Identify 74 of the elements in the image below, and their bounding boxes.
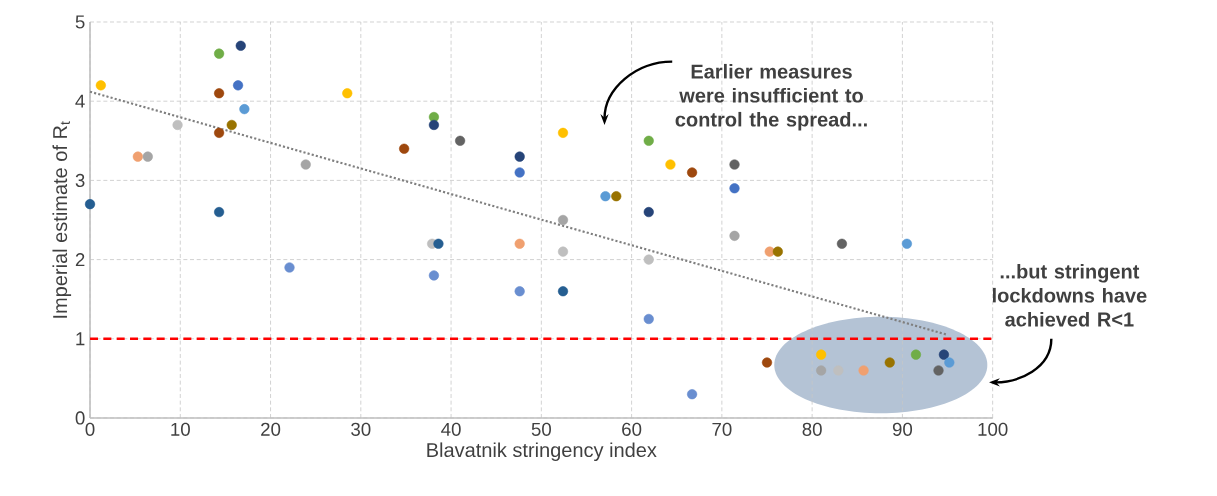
point: [300, 159, 311, 170]
point: [557, 246, 569, 257]
y-tick-label: 1: [76, 332, 85, 346]
annotation: Earlier measures were insufficient to control the spread...: [675, 63, 867, 131]
x-tick-label: 100: [978, 422, 1008, 436]
y-tick-label: 2: [75, 253, 85, 267]
y-tick-label: 3: [75, 173, 85, 188]
point: [514, 286, 525, 297]
x-tick-label: 10: [171, 422, 190, 436]
point: [729, 159, 740, 170]
point: [142, 151, 153, 162]
point: [428, 119, 439, 131]
y-tick-label: 5: [75, 15, 85, 29]
point: [643, 207, 654, 218]
point: [643, 135, 654, 146]
point: [84, 199, 96, 210]
point: [858, 365, 869, 376]
x-tick-label: 50: [531, 422, 551, 436]
point: [226, 119, 237, 131]
point: [239, 104, 250, 115]
point: [557, 286, 569, 297]
x-tick-label: 40: [441, 422, 461, 436]
point: [284, 262, 295, 273]
x-tick-label: 20: [261, 422, 281, 436]
point: [816, 349, 827, 360]
x-tick-label: 60: [622, 422, 642, 436]
point: [933, 365, 944, 376]
point: [816, 365, 827, 376]
point: [428, 270, 439, 281]
point: [938, 349, 949, 360]
point: [455, 135, 466, 146]
x-tick-label: 90: [892, 422, 913, 436]
point: [557, 127, 569, 138]
point: [557, 214, 569, 226]
point: [172, 119, 183, 131]
y-axis-title: Imperial estimate of R$_{t}$: [52, 121, 72, 318]
point: [399, 143, 410, 154]
point: [729, 183, 740, 194]
point: [214, 88, 225, 99]
point: [514, 167, 525, 178]
y-tick-label: 0: [75, 411, 85, 425]
point: [761, 357, 773, 368]
point: [643, 254, 654, 265]
x-axis-title: Blavatnik stringency index: [427, 442, 657, 462]
point: [643, 313, 654, 325]
x-tick-label: 70: [712, 422, 732, 436]
point: [214, 207, 225, 218]
y-tick-label: 4: [75, 94, 85, 108]
point: [600, 191, 611, 202]
point: [910, 349, 922, 360]
point: [687, 389, 698, 400]
point: [95, 80, 106, 91]
point: [214, 48, 225, 59]
x-tick-label: 0: [85, 422, 95, 436]
point: [514, 238, 525, 249]
point: [514, 151, 525, 162]
point: [235, 40, 246, 51]
point: [611, 191, 622, 202]
point: [901, 238, 912, 249]
point: [342, 88, 353, 99]
point: [944, 357, 955, 368]
text: ...but stringent lockdowns have achieved R<1: [992, 263, 1147, 327]
x-tick-label: 30: [351, 422, 371, 436]
point: [214, 127, 225, 138]
point: [729, 230, 740, 241]
point: [687, 167, 698, 178]
point: [665, 159, 676, 170]
x-tick-label: 80: [802, 422, 822, 436]
point: [884, 357, 895, 368]
point: [772, 246, 783, 257]
point: [836, 238, 847, 249]
point: [232, 80, 244, 91]
point: [132, 151, 143, 162]
point: [433, 238, 444, 249]
